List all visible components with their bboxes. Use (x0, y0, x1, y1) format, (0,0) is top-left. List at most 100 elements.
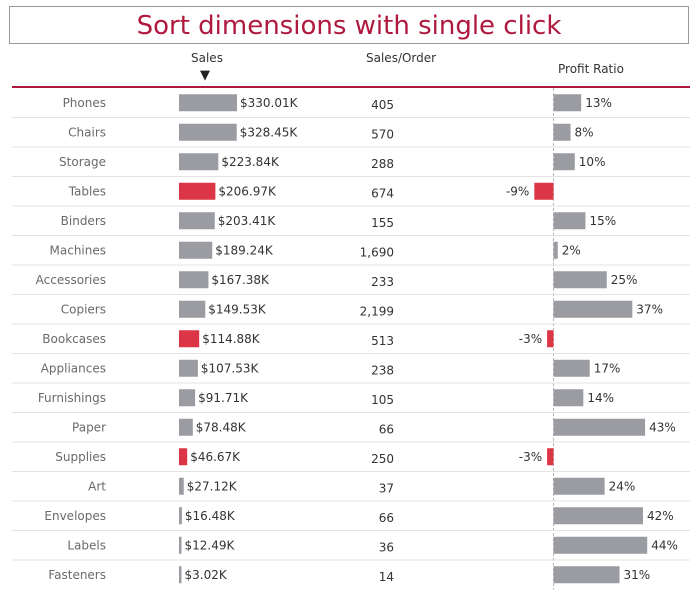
sales-per-order-value: 233 (371, 275, 394, 289)
category-label: Paper (72, 420, 106, 434)
profit-ratio-bar[interactable] (547, 330, 554, 348)
profit-ratio-value-label: -3% (519, 450, 542, 464)
category-label: Envelopes (44, 509, 106, 523)
sales-bar[interactable] (179, 359, 198, 377)
category-label: Tables (68, 184, 106, 198)
category-label: Furnishings (38, 391, 106, 405)
profit-ratio-value-label: 2% (562, 243, 581, 257)
profit-ratio-value-label: 44% (651, 538, 678, 552)
profit-ratio-bar[interactable] (553, 507, 643, 525)
sales-per-order-value: 288 (371, 157, 394, 171)
profit-ratio-bar[interactable] (553, 94, 582, 112)
sales-value-label: $189.24K (215, 243, 274, 257)
sales-bar[interactable] (179, 389, 196, 407)
header-rule (12, 86, 690, 88)
category-label: Phones (63, 96, 106, 110)
category-label: Storage (59, 155, 106, 169)
sales-bar[interactable] (179, 418, 193, 436)
profit-ratio-bar[interactable] (553, 418, 646, 436)
profit-ratio-bar[interactable] (553, 153, 575, 171)
category-label: Labels (67, 538, 106, 552)
sales-value-label: $27.12K (187, 479, 238, 493)
profit-ratio-value-label: -9% (506, 184, 529, 198)
dashboard-title: Sort dimensions with single click (136, 11, 562, 41)
sales-bar[interactable] (179, 477, 184, 495)
sales-value-label: $91.71K (198, 391, 249, 405)
sales-value-label: $78.48K (196, 420, 247, 434)
category-label: Accessories (36, 273, 106, 287)
profit-ratio-value-label: 13% (585, 96, 612, 110)
profit-ratio-value-label: 43% (649, 420, 676, 434)
sales-bar[interactable] (179, 536, 182, 554)
sales-per-order-value: 66 (379, 422, 394, 436)
category-label: Appliances (41, 361, 106, 375)
sales-per-order-value: 66 (379, 511, 394, 525)
profit-ratio-bar[interactable] (553, 300, 633, 318)
sales-value-label: $12.49K (185, 538, 236, 552)
profit-ratio-bar[interactable] (553, 389, 584, 407)
category-label: Bookcases (42, 332, 106, 346)
profit-ratio-value-label: -3% (519, 332, 542, 346)
sales-per-order-value: 238 (371, 363, 394, 377)
sales-per-order-value: 570 (371, 127, 394, 141)
profit-ratio-value-label: 17% (594, 361, 621, 375)
profit-ratio-value-label: 25% (611, 273, 638, 287)
category-label: Chairs (68, 125, 106, 139)
profit-ratio-bar[interactable] (553, 241, 558, 259)
profit-ratio-bar[interactable] (553, 477, 605, 495)
sales-value-label: $167.38K (211, 273, 270, 287)
sales-bar[interactable] (179, 271, 209, 289)
sales-per-order-value: 2,199 (360, 304, 394, 318)
sales-bar[interactable] (179, 153, 219, 171)
profit-ratio-bar[interactable] (553, 212, 586, 230)
profit-ratio-value-label: 15% (589, 214, 616, 228)
sales-per-order-value: 105 (371, 393, 394, 407)
sales-value-label: $16.48K (185, 509, 236, 523)
sales-per-order-value: 513 (371, 334, 394, 348)
category-label: Fasteners (48, 568, 106, 582)
sales-per-order-value: 155 (371, 216, 394, 230)
sales-bar[interactable] (179, 212, 215, 230)
sales-bar[interactable] (179, 300, 206, 318)
sales-value-label: $223.84K (221, 155, 280, 169)
profit-ratio-bar[interactable] (553, 359, 590, 377)
category-label: Art (88, 479, 106, 493)
sales-bar[interactable] (179, 448, 188, 466)
sales-value-label: $107.53K (201, 361, 260, 375)
sales-per-order-value: 405 (371, 98, 394, 112)
sales-value-label: $149.53K (208, 302, 267, 316)
sales-bar[interactable] (179, 241, 213, 259)
profit-ratio-bar[interactable] (553, 536, 648, 554)
sales-bar[interactable] (179, 182, 216, 200)
profit-ratio-value-label: 8% (575, 125, 594, 139)
sales-per-order-value: 37 (379, 481, 394, 495)
profit-ratio-value-label: 42% (647, 509, 674, 523)
profit-ratio-column-header[interactable]: Profit Ratio (558, 62, 624, 76)
sales-per-order-value: 674 (371, 186, 394, 200)
sales-per-order-value: 1,690 (360, 245, 394, 259)
sales-bar[interactable] (179, 123, 237, 141)
sales-value-label: $203.41K (218, 214, 277, 228)
sales-value-label: $3.02K (185, 568, 228, 582)
sales-value-label: $114.88K (202, 332, 261, 346)
sales-per-order-value: 250 (371, 452, 394, 466)
sales-value-label: $46.67K (190, 450, 241, 464)
sales-bar[interactable] (179, 566, 182, 584)
category-label: Copiers (61, 302, 106, 316)
profit-ratio-value-label: 31% (624, 568, 651, 582)
profit-ratio-bar[interactable] (553, 123, 571, 141)
profit-ratio-bar[interactable] (553, 271, 607, 289)
sales-per-order-column-header[interactable]: Sales/Order (366, 51, 437, 65)
profit-ratio-bar[interactable] (534, 182, 554, 200)
sales-column-header[interactable]: Sales (191, 51, 223, 65)
sales-bar[interactable] (179, 507, 182, 525)
category-label: Machines (50, 243, 106, 257)
sales-per-order-value: 14 (379, 570, 394, 584)
sales-bar[interactable] (179, 330, 200, 348)
sort-descending-icon[interactable]: ▼ (200, 68, 210, 83)
category-label: Supplies (55, 450, 106, 464)
sales-bar[interactable] (179, 94, 237, 112)
profit-ratio-bar[interactable] (547, 448, 554, 466)
profit-ratio-bar[interactable] (553, 566, 620, 584)
